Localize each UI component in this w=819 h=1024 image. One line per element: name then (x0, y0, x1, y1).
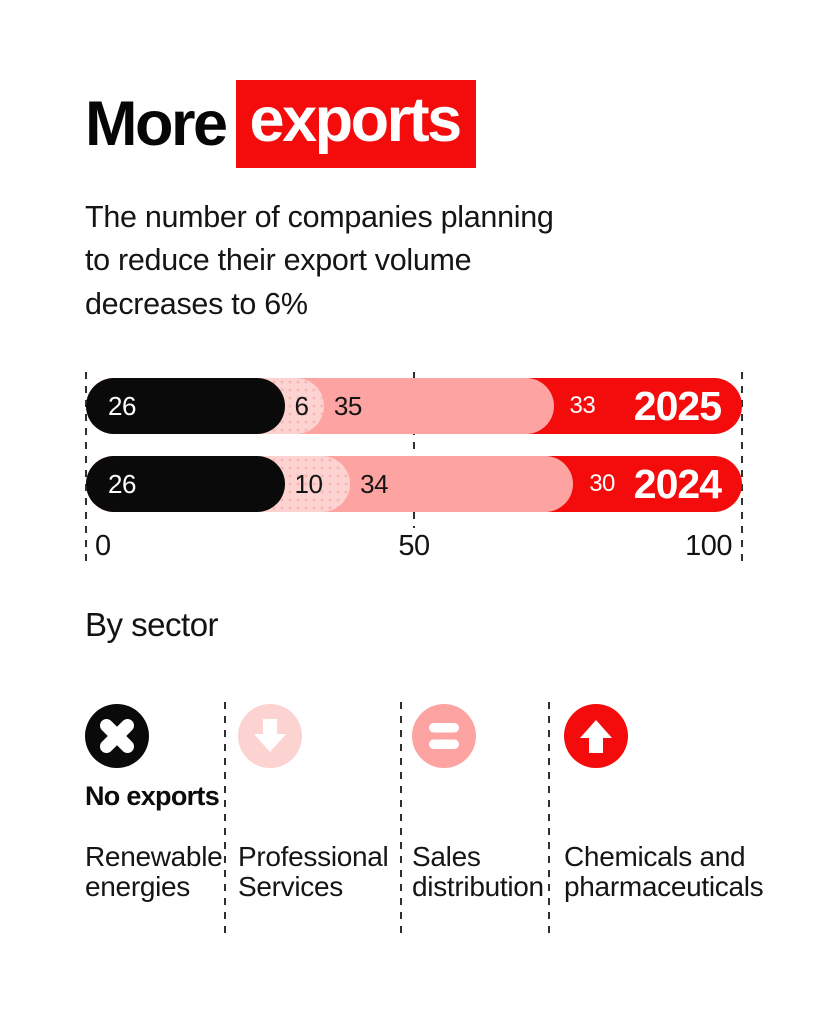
legend-divider (224, 702, 226, 936)
bar-value-label: 30 (589, 470, 615, 497)
bar-value-label: 10 (294, 468, 323, 499)
bar-category-label: 2024 (633, 460, 722, 507)
title-plain-text: More (85, 88, 228, 159)
bar-value-label: 35 (333, 390, 362, 421)
sector-item-professional-services: Professional Services (238, 704, 396, 902)
arrow-down-icon (238, 704, 302, 768)
legend-divider (548, 702, 550, 936)
axis-tick-50: 50 (398, 530, 430, 562)
bar-value-label: 26 (108, 390, 136, 421)
equals-icon (412, 704, 476, 768)
axis-tick-100: 100 (685, 530, 732, 562)
bar-value-label: 6 (294, 390, 309, 421)
gridline-0 (85, 372, 87, 562)
sector-item-sales-distribution: Sales distribution (412, 704, 550, 902)
sector-legend: No exports Renewable energies Profession… (85, 702, 785, 947)
subtitle: The number of companies planning to redu… (85, 200, 554, 321)
sector-item-chemicals-pharmaceuticals: Chemicals and pharmaceuticals (564, 704, 782, 902)
no-exports-label: No exports (85, 781, 220, 811)
sector-name: Sales distribution (412, 841, 544, 902)
sector-name: Chemicals and pharmaceuticals (564, 841, 764, 902)
bar-value-label: 34 (360, 468, 389, 499)
gridline-100 (741, 372, 743, 562)
sector-name: Professional Services (238, 841, 389, 902)
bar-value-label: 33 (569, 392, 596, 419)
bar-segment-no-exports (86, 456, 285, 512)
no-exports-icon (85, 704, 149, 768)
stacked-bar-chart: 26 6 35 33 2025 26 10 34 30 2024 0 50 100 (85, 372, 743, 572)
sector-name: Renewable energies (85, 841, 223, 902)
gridline-50 (413, 372, 415, 528)
by-sector-heading: By sector (85, 606, 219, 643)
bar-row-2025: 26 6 35 33 2025 (86, 378, 742, 434)
bar-value-label: 26 (108, 468, 136, 499)
arrow-up-icon (564, 704, 628, 768)
bar-row-2024: 26 10 34 30 2024 (86, 456, 742, 512)
page-title: More exports (85, 80, 476, 168)
axis-tick-0: 0 (95, 530, 111, 562)
title-highlight-text: exports (235, 80, 476, 168)
sector-item-renewable-energies: No exports Renewable energies (85, 704, 227, 902)
legend-divider (400, 702, 402, 936)
bar-category-label: 2025 (633, 382, 722, 429)
bar-segment-no-exports (86, 378, 285, 434)
